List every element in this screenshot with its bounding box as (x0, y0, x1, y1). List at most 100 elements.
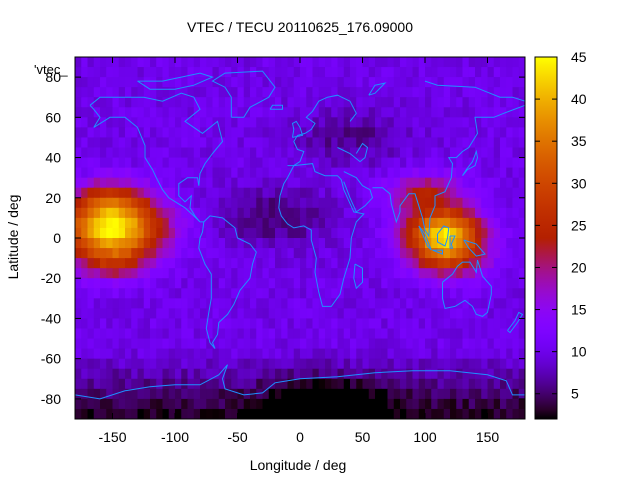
heatmap-cell (287, 288, 295, 299)
heatmap-cell (400, 378, 407, 390)
heatmap-cell (256, 217, 264, 229)
heatmap-cell (412, 227, 420, 239)
heatmap-cell (125, 197, 132, 209)
heatmap-cell (375, 368, 382, 380)
heatmap-cell (281, 268, 289, 279)
heatmap-cell (206, 348, 214, 360)
heatmap-cell (518, 87, 525, 98)
heatmap-cell (425, 107, 432, 118)
heatmap-cell (137, 338, 145, 350)
heatmap-cell (500, 258, 507, 269)
heatmap-cell (181, 117, 189, 128)
heatmap-cell (131, 137, 139, 149)
heatmap-cell (500, 117, 507, 128)
heatmap-cell (418, 248, 426, 259)
heatmap-cell (181, 248, 189, 259)
heatmap-cell (500, 227, 507, 239)
heatmap-cell (243, 177, 251, 189)
heatmap-cell (350, 227, 357, 239)
heatmap-cell (225, 258, 232, 269)
heatmap-cell (462, 177, 470, 189)
heatmap-cell (425, 298, 432, 309)
heatmap-cell (187, 107, 195, 118)
heatmap-cell (181, 127, 189, 139)
heatmap-cell (368, 258, 376, 269)
heatmap-cell (225, 147, 232, 159)
heatmap-cell (450, 197, 457, 209)
heatmap-cell (156, 248, 164, 259)
heatmap-cell (162, 57, 170, 68)
heatmap-cell (131, 308, 139, 320)
heatmap-cell (212, 238, 220, 249)
heatmap-cell (412, 187, 420, 199)
heatmap-cell (487, 217, 495, 229)
heatmap-cell (475, 97, 482, 108)
heatmap-cell (393, 137, 401, 149)
heatmap-cell (156, 388, 164, 400)
heatmap-cell (281, 318, 289, 330)
heatmap-cell (225, 238, 232, 249)
heatmap-cell (362, 87, 370, 98)
heatmap-cell (512, 388, 520, 400)
heatmap-cell (281, 107, 289, 118)
heatmap-cell (400, 227, 407, 239)
heatmap-cell (350, 177, 357, 189)
coastline-segment (198, 215, 257, 349)
heatmap-cell (293, 137, 301, 149)
heatmap-cell (250, 238, 257, 249)
heatmap-cell (512, 368, 520, 380)
heatmap-cell (106, 348, 114, 360)
coastline-segment (372, 104, 525, 238)
heatmap-cell (487, 87, 495, 98)
heatmap-cell (368, 197, 376, 209)
heatmap-cell (343, 258, 351, 269)
heatmap-cell (256, 187, 264, 199)
colorbar-tick-label: 5 (571, 386, 579, 402)
heatmap-cell (387, 217, 395, 229)
heatmap-cell (418, 298, 426, 309)
heatmap-cell (193, 97, 201, 108)
heatmap-cell (118, 107, 126, 118)
heatmap-cell (125, 57, 132, 68)
heatmap-cell (400, 338, 407, 350)
heatmap-cell (218, 127, 226, 139)
heatmap-cell (462, 348, 470, 360)
heatmap-cell (512, 177, 520, 189)
x-tick-label: -150 (98, 429, 126, 445)
heatmap-cell (100, 328, 107, 340)
heatmap-cell (400, 197, 407, 209)
heatmap-cell (237, 117, 245, 128)
heatmap-cell (281, 398, 289, 410)
heatmap-cell (287, 348, 295, 360)
heatmap-cell (312, 268, 320, 279)
heatmap-cell (481, 227, 489, 239)
heatmap-cell (431, 288, 439, 299)
heatmap-cell (187, 77, 195, 88)
heatmap-cell (193, 117, 201, 128)
heatmap-cell (437, 127, 445, 139)
heatmap-cell (231, 177, 239, 189)
heatmap-cell (381, 167, 389, 179)
heatmap-cell (181, 207, 189, 219)
heatmap-cell (475, 87, 482, 98)
heatmap-cell (200, 338, 207, 350)
heatmap-cell (481, 97, 489, 108)
heatmap-cell (218, 348, 226, 360)
heatmap-cell (325, 368, 332, 380)
heatmap-cell (162, 358, 170, 370)
heatmap-cell (325, 348, 332, 360)
heatmap-cell (431, 348, 439, 360)
heatmap-cell (237, 258, 245, 269)
heatmap-cell (393, 368, 401, 380)
heatmap-cell (493, 408, 501, 419)
heatmap-cell (450, 358, 457, 370)
heatmap-cell (156, 117, 164, 128)
heatmap-cell (143, 348, 151, 360)
heatmap-cell (256, 268, 264, 279)
heatmap-cell (512, 348, 520, 360)
heatmap-cell (350, 388, 357, 400)
heatmap-cell (293, 398, 301, 410)
heatmap-cell (306, 137, 314, 149)
heatmap-cell (287, 127, 295, 139)
heatmap-cell (462, 398, 470, 410)
